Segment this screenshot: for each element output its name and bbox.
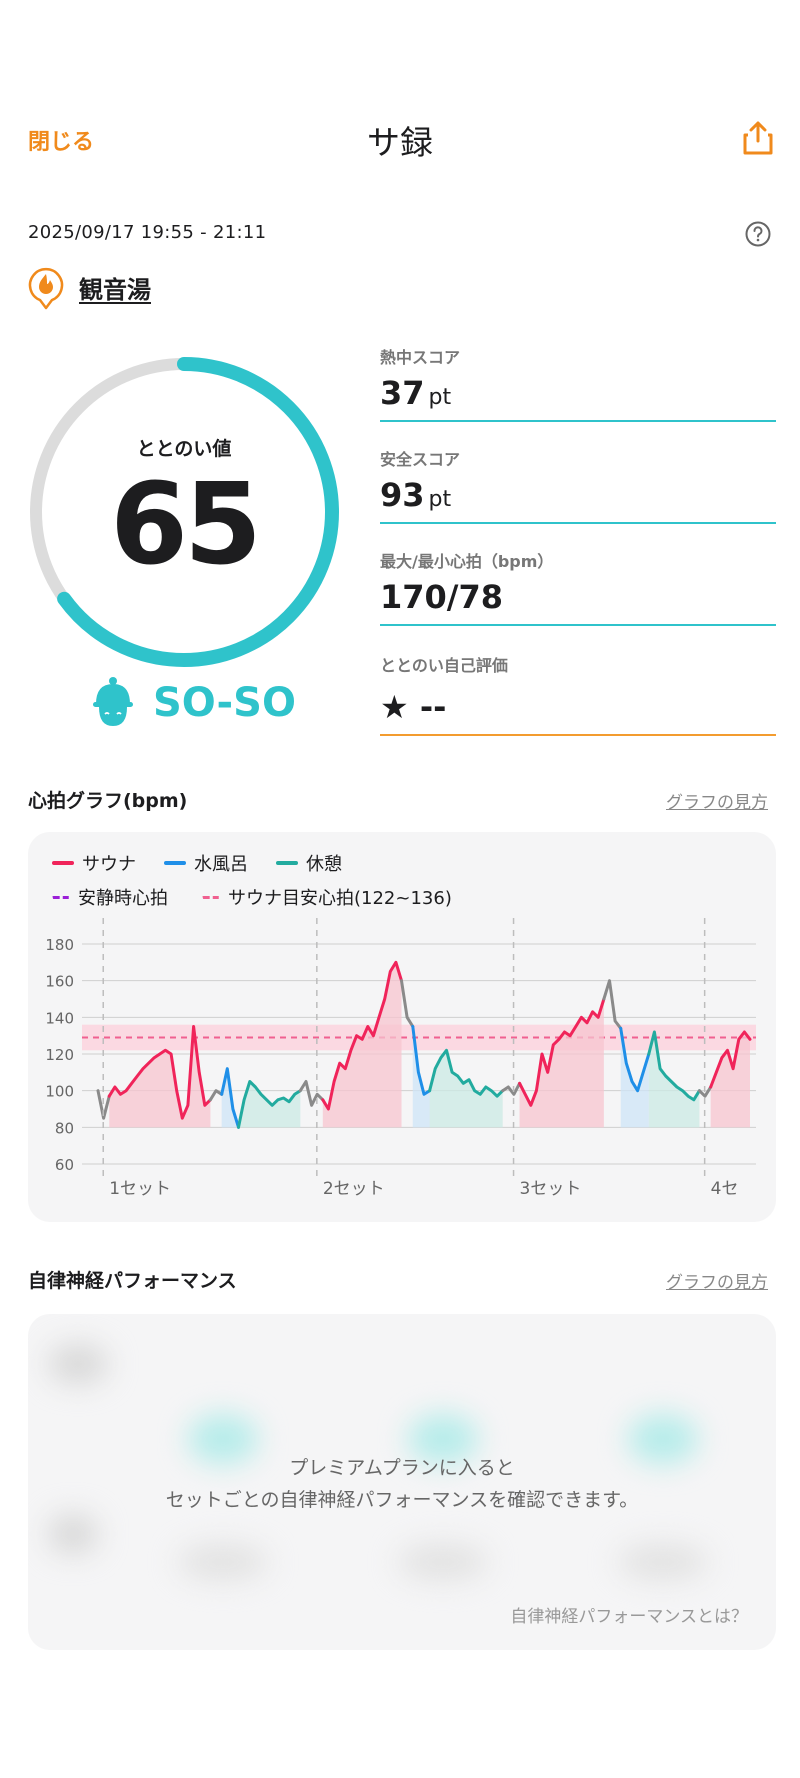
other-series-line (298, 1080, 325, 1107)
metric-label: 熱中スコア (380, 348, 461, 367)
set-label: 2セット (323, 1179, 385, 1199)
other-series-line (96, 1089, 111, 1120)
sauna-area (322, 962, 402, 1128)
metric-heat-score: 熱中スコア 37 pt (380, 344, 776, 422)
metric-value: 93 pt (380, 476, 452, 514)
close-button[interactable]: 閉じる (28, 130, 95, 155)
totonoi-gauge (29, 357, 339, 667)
sauna-venue-icon (26, 264, 66, 314)
level-text: SO-SO (153, 680, 296, 726)
sauna-area (519, 999, 604, 1128)
rest-area (429, 1050, 503, 1128)
y-tick-label: 100 (45, 1083, 74, 1101)
cold-area (412, 1026, 430, 1128)
cold-area (620, 1028, 649, 1128)
legend-resting: 安静時心拍 (52, 884, 168, 910)
metric-label: ととのい自己評価 (380, 656, 508, 675)
y-tick-label: 60 (55, 1156, 74, 1174)
cold-series-line (411, 1025, 432, 1096)
legend-sauna: サウナ (52, 850, 136, 876)
y-tick-label: 120 (45, 1046, 74, 1064)
cold-series-line (220, 1067, 240, 1129)
rest-area (648, 1032, 700, 1128)
heart-rate-chart: 60 80 100 120 140 160 180 1セット 2セット 3セット 4セ (45, 918, 756, 1199)
y-tick-label: 140 (45, 1009, 74, 1027)
y-tick-label: 180 (45, 936, 74, 954)
sauna-area (109, 1026, 211, 1128)
other-series-line (501, 1081, 522, 1096)
sauna-area (710, 1032, 750, 1128)
help-icon[interactable] (744, 220, 772, 252)
page-title: サ録 (367, 123, 433, 162)
other-series-line (208, 1089, 224, 1102)
autonomic-locked-card: プレミアムプランに入ると セットごとの自律神経パフォーマンスを確認できます。 自… (28, 1314, 776, 1650)
autonomic-title: 自律神経パフォーマンス (28, 1270, 237, 1292)
metric-label: 安全スコア (380, 450, 461, 469)
metric-label: 最大/最小心拍（bpm） (380, 552, 554, 571)
venue-link[interactable]: 観音湯 (79, 276, 151, 304)
sauna-series-line (709, 1030, 752, 1089)
rest-series-line (428, 1048, 505, 1098)
other-series-line (400, 979, 415, 1028)
heart-graph-title: 心拍グラフ(bpm) (28, 790, 188, 812)
sauna-series-line (518, 997, 606, 1107)
other-series-line (602, 979, 623, 1030)
sauna-series-line (107, 1025, 212, 1120)
gauge-value: 65 (110, 460, 262, 590)
y-tick-label: 80 (55, 1119, 74, 1137)
set-label: 3セット (520, 1179, 582, 1199)
rest-series-line (647, 1030, 701, 1102)
graph-guide-link[interactable]: グラフの見方 (666, 793, 768, 813)
cold-series-line (619, 1026, 651, 1093)
session-datetime: 2025/09/17 19:55 - 21:11 (28, 222, 267, 243)
metric-safety-score: 安全スコア 93 pt (380, 446, 776, 524)
autonomic-guide-link[interactable]: グラフの見方 (666, 1273, 768, 1293)
heart-chart-card: サウナ 水風呂 休憩 安静時心拍 サウナ目安心拍(122~136) 60 80 10… (28, 832, 776, 1222)
legend-cold: 水風呂 (164, 850, 248, 876)
y-tick-label: 160 (45, 973, 74, 991)
metric-value: 170/78 (380, 578, 504, 616)
sauna-series-line (321, 960, 403, 1111)
metric-value: 37 pt (380, 374, 452, 412)
metric-self-rating[interactable]: ととのい自己評価 ★ -- (380, 652, 776, 736)
set-label: 4セ (711, 1179, 739, 1199)
autonomic-about-link[interactable]: 自律神経パフォーマンスとは？ (510, 1607, 748, 1627)
legend-rest: 休憩 (276, 850, 342, 876)
legend-target: サウナ目安心拍(122~136) (202, 884, 452, 910)
gauge-label: ととのい値 (136, 438, 232, 460)
rest-series-line (237, 1080, 302, 1129)
set-label: 1セット (109, 1179, 171, 1199)
metric-heart-rate: 最大/最小心拍（bpm） 170/78 (380, 548, 776, 626)
share-icon[interactable] (742, 120, 774, 160)
other-series-line (697, 1085, 713, 1098)
metric-value[interactable]: ★ -- (380, 688, 447, 726)
sauna-hat-icon (90, 676, 136, 732)
premium-message: プレミアムプランに入ると セットごとの自律神経パフォーマンスを確認できます。 (165, 1457, 639, 1511)
